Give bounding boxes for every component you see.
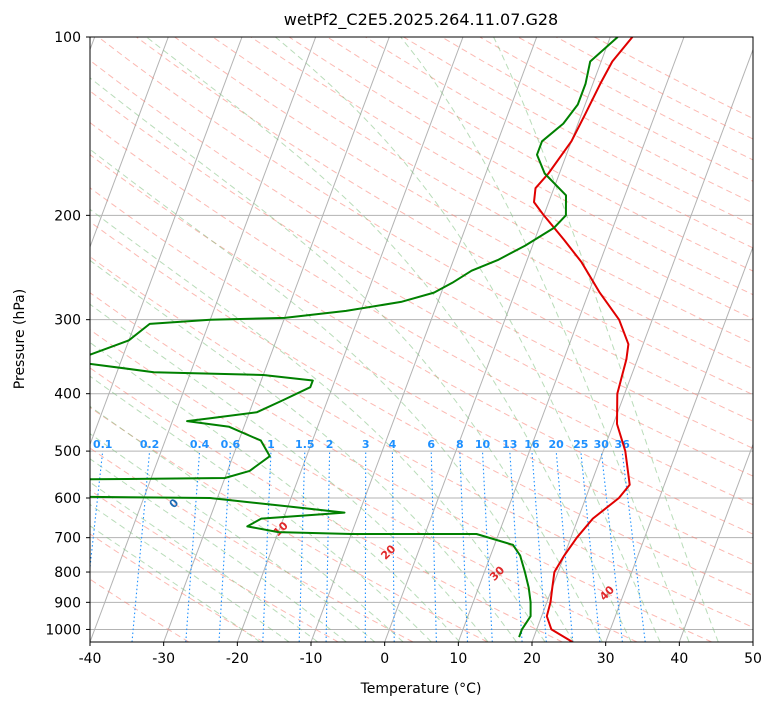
dry-adiabat-line (90, 367, 563, 642)
moist-adiabat-line (90, 303, 489, 642)
moist-adiabat-line (90, 405, 404, 642)
y-tick-label: 1000 (45, 622, 81, 638)
moist-adiabat-line (90, 481, 319, 642)
moist-adiabat-line (90, 503, 290, 642)
isotherm-line (236, 37, 464, 642)
moist-adiabat-line (90, 208, 546, 642)
isotherm-line (457, 37, 685, 642)
isotherm-line (90, 37, 317, 642)
mixing-ratio-label: 30 (594, 438, 610, 451)
isotherm-line (531, 48, 753, 642)
x-axis-label: Temperature (°C) (360, 681, 482, 697)
mixing-ratio-label: 0.1 (93, 438, 113, 451)
dry-adiabat-line (90, 489, 339, 642)
temperature-profile-line (533, 37, 634, 642)
dry-adiabat-line (90, 90, 753, 477)
y-tick-label: 300 (54, 313, 81, 329)
isotherm-line (605, 245, 753, 642)
mixing-ratio-label: 0.4 (190, 438, 210, 451)
mixing-ratio-line (621, 451, 646, 642)
x-tick-label: -10 (300, 651, 323, 667)
dry-adiabat-line (90, 187, 753, 565)
background-lines (90, 37, 753, 642)
dewpoint-profile-line (90, 37, 619, 638)
dry-adiabat-line (90, 292, 712, 642)
moist-adiabat-line (90, 375, 432, 642)
isotherm-line (678, 443, 753, 642)
dry-adiabat-line (90, 121, 753, 506)
profile-lines (90, 37, 634, 642)
mixing-ratio-line (600, 451, 623, 642)
x-tick-label: 0 (380, 651, 389, 667)
mixing-ratio-label: 25 (573, 438, 588, 451)
y-tick-label: 600 (54, 491, 81, 507)
mixing-ratio-line (90, 451, 104, 573)
isotherm-line (310, 37, 538, 642)
y-tick-label: 500 (54, 444, 81, 460)
isotherm-line (163, 37, 390, 642)
dry-adiabat-line (250, 37, 753, 320)
mixing-ratio-label: 6 (427, 438, 435, 451)
mixing-ratio-label: 0.6 (221, 438, 241, 451)
y-tick-label: 400 (54, 387, 81, 403)
moist-adiabat-line (146, 37, 632, 642)
moist-adiabat-line (493, 37, 719, 642)
y-tick-label: 800 (54, 565, 81, 581)
isotherm-line (90, 37, 169, 249)
y-tick-label: 900 (54, 595, 81, 611)
mixing-ratio-label: 1 (267, 438, 275, 451)
moist-adiabat-line (90, 458, 347, 642)
y-tick-label: 700 (54, 531, 81, 547)
mixing-ratio-label: 1.5 (295, 438, 315, 451)
mixing-ratio-label: 0.2 (140, 438, 160, 451)
mixing-ratio-label: 10 (475, 438, 491, 451)
x-tick-label: -40 (79, 651, 102, 667)
moist-adiabat-line (275, 37, 661, 642)
moist-adiabat-line (90, 259, 517, 642)
moist-adiabat-line (90, 525, 261, 642)
x-tick-label: -30 (152, 651, 175, 667)
dry-adiabat-line (90, 406, 488, 642)
x-tick-label: 10 (449, 651, 467, 667)
moist-adiabat-line (90, 148, 575, 642)
x-tick-label: 30 (597, 651, 615, 667)
dry-adiabat-line (90, 533, 264, 642)
chart-title: wetPf2_C2E5.2025.264.11.07.G28 (284, 10, 558, 30)
mixing-ratio-label: 20 (549, 438, 565, 451)
dry-adiabat-line (90, 256, 753, 628)
dry-adiabat-line (136, 37, 753, 396)
y-tick-label: 100 (54, 30, 81, 46)
plot-frame (89, 36, 754, 643)
x-tick-label: -20 (226, 651, 249, 667)
mixing-ratio-label: 4 (389, 438, 397, 451)
axis-ticks: -40 -30 -20 -10 0 10 20 30 40 50 1000 900 800 700 600 5… (45, 30, 762, 667)
x-tick-label: 40 (670, 651, 688, 667)
mixing-ratio-label: 8 (456, 438, 464, 451)
mixing-ratio-label: 13 (502, 438, 517, 451)
mixing-ratio-label: 2 (326, 438, 334, 451)
mixing-ratio-label: 16 (524, 438, 540, 451)
mixing-ratio-label: 3 (362, 438, 370, 451)
x-tick-label: 20 (523, 651, 541, 667)
moist-adiabat-line (90, 77, 603, 642)
x-tick-label: 50 (744, 651, 762, 667)
y-tick-label: 200 (54, 208, 81, 224)
moist-adiabat-line (400, 37, 690, 642)
dry-adiabat-line (288, 37, 753, 296)
dry-adiabat-line (97, 37, 753, 422)
y-axis-label: Pressure (hPa) (12, 289, 28, 389)
dry-adiabat-line (90, 154, 753, 535)
